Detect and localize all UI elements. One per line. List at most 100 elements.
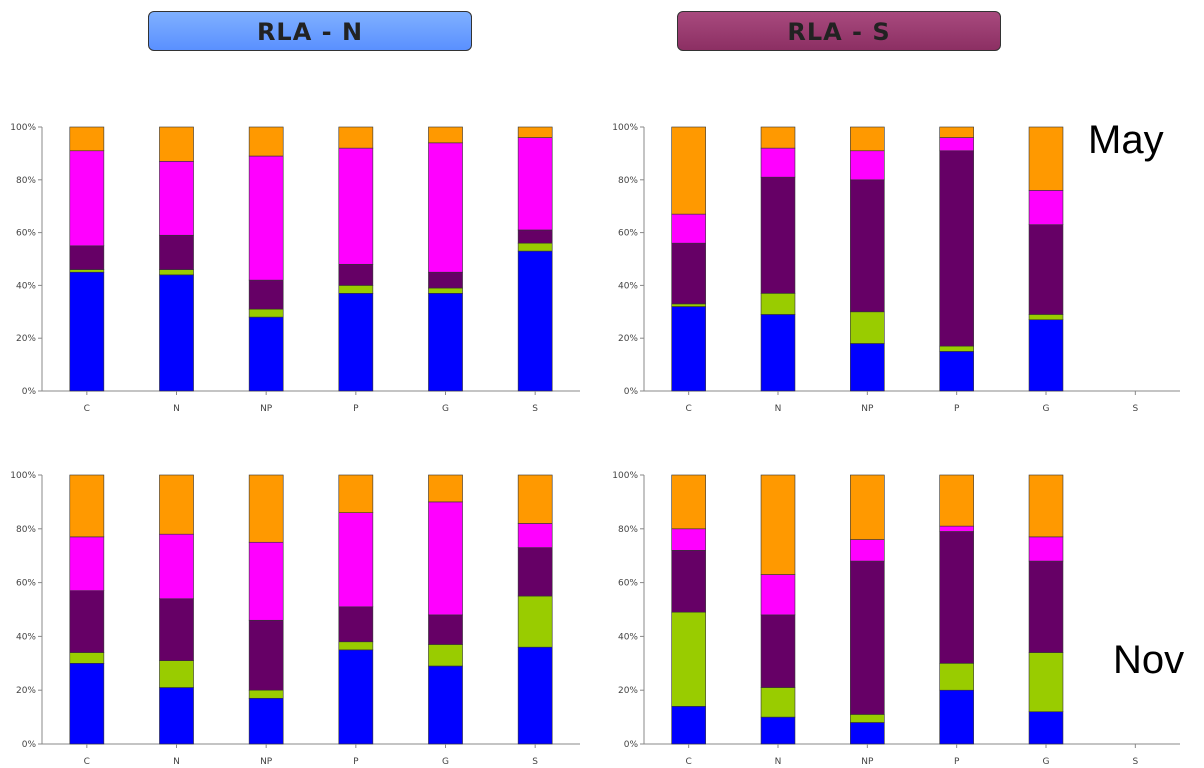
bar-segment-blue [159, 274, 194, 392]
bar-segment-orange [248, 126, 284, 157]
chart-rla-s-nov: 0% 20% 40% 60% 80% 100% C N NP P G S [612, 471, 1180, 767]
y-tick-label: 0% [624, 387, 639, 397]
bar-segment-magenta [428, 501, 463, 616]
bar-segment-magenta [850, 150, 885, 181]
y-tick-label: 60% [618, 579, 638, 589]
bar-segment-blue [248, 316, 284, 392]
x-tick-label: C [686, 757, 692, 767]
bar-segment-orange [939, 126, 974, 138]
y-tick-label: 60% [618, 229, 638, 239]
x-tick-label: P [954, 757, 960, 767]
x-tick-label: P [353, 404, 359, 414]
y-tick-label: 100% [612, 123, 638, 133]
bar-segment-blue [850, 722, 885, 745]
bar-segment-purple [69, 245, 105, 270]
bar-segment-magenta [69, 536, 105, 591]
bar-segment-blue [850, 343, 885, 392]
x-tick-label: N [173, 757, 180, 767]
bar-segment-purple [159, 598, 194, 661]
bar-segment-magenta [850, 539, 885, 562]
bar-segment-magenta [939, 137, 974, 152]
bar-segment-green [517, 242, 553, 252]
bar-segment-blue [517, 250, 553, 392]
bar-segment-blue [69, 271, 105, 392]
y-tick-label: 100% [10, 471, 36, 481]
bar-segment-green [671, 303, 706, 307]
bar-segment-green [248, 308, 284, 318]
bar-segment-orange [428, 126, 463, 144]
y-tick-label: 20% [16, 334, 36, 344]
bar-segment-purple [428, 271, 463, 289]
bar-segment-orange [517, 126, 553, 138]
bar-segment-magenta [338, 512, 374, 608]
x-tick-label: NP [260, 404, 273, 414]
y-tick-label: 80% [16, 176, 36, 186]
bar-segment-orange [69, 126, 105, 152]
bar-segment-magenta [159, 533, 194, 600]
bar-segment-magenta [517, 137, 553, 231]
y-tick-label: 60% [16, 229, 36, 239]
period-label-may: May [1088, 118, 1164, 162]
x-tick-label: S [1132, 404, 1138, 414]
x-tick-label: S [532, 757, 538, 767]
bar-segment-orange [850, 126, 885, 152]
x-tick-label: NP [861, 404, 874, 414]
bar-segment-blue [671, 306, 706, 392]
bar-segment-blue [159, 687, 194, 745]
x-tick-label: G [442, 757, 449, 767]
header-rla-n: RLA - N [148, 11, 472, 51]
bar-segment-magenta [760, 574, 796, 616]
bar-segment-blue [760, 314, 796, 392]
bar-segment-magenta [248, 155, 284, 281]
bar-segment-green [338, 285, 374, 294]
bar-segment-purple [248, 619, 284, 691]
bar-segment-purple [671, 550, 706, 613]
bar-segment-magenta [428, 142, 463, 273]
bar-segment-purple [517, 547, 553, 597]
y-tick-label: 40% [16, 281, 36, 291]
bar-segment-orange [517, 474, 553, 524]
bar-segment-green [69, 652, 105, 664]
x-tick-label: G [442, 404, 449, 414]
x-tick-label: P [954, 404, 960, 414]
bar-segment-green [159, 660, 194, 688]
bar-segment-green [760, 293, 796, 315]
bar-segment-orange [338, 126, 374, 149]
bar-segment-blue [69, 663, 105, 745]
bar-segment-green [69, 269, 105, 273]
bar-segment-orange [850, 474, 885, 540]
bar-segment-green [428, 644, 463, 667]
bar-segment-purple [939, 531, 974, 664]
bar-segment-orange [1028, 126, 1064, 191]
bar-segment-blue [1028, 711, 1064, 745]
x-tick-label: G [1043, 404, 1050, 414]
y-tick-label: 40% [16, 632, 36, 642]
bar-segment-magenta [1028, 190, 1064, 225]
bar-segment-orange [248, 474, 284, 543]
header-rla-s: RLA - S [677, 11, 1001, 51]
y-tick-label: 100% [10, 123, 36, 133]
x-tick-label: S [1132, 757, 1138, 767]
y-tick-label: 60% [16, 579, 36, 589]
bar-segment-purple [428, 614, 463, 645]
bar-segment-purple [760, 614, 796, 688]
bar-segment-purple [1028, 224, 1064, 315]
y-tick-label: 20% [16, 686, 36, 696]
bar-segment-purple [671, 242, 706, 305]
bar-segment-magenta [159, 161, 194, 236]
bar-segment-magenta [671, 528, 706, 551]
bar-segment-orange [69, 474, 105, 538]
x-tick-label: NP [861, 757, 874, 767]
x-tick-label: G [1043, 757, 1050, 767]
bar-segment-orange [671, 474, 706, 530]
bar-segment-green [1028, 314, 1064, 321]
y-tick-label: 20% [618, 686, 638, 696]
bar-segment-green [850, 714, 885, 723]
y-tick-label: 80% [16, 525, 36, 535]
chart-rla-s-may: 0% 20% 40% 60% 80% 100% C N NP P G S [612, 123, 1180, 414]
chart-rla-n-nov: 0% 20% 40% 60% 80% 100% C N NP P G S [10, 471, 580, 767]
bar-segment-green [338, 641, 374, 651]
bar-segment-blue [939, 351, 974, 392]
bar-segment-magenta [248, 541, 284, 621]
bar-segment-orange [760, 474, 796, 575]
